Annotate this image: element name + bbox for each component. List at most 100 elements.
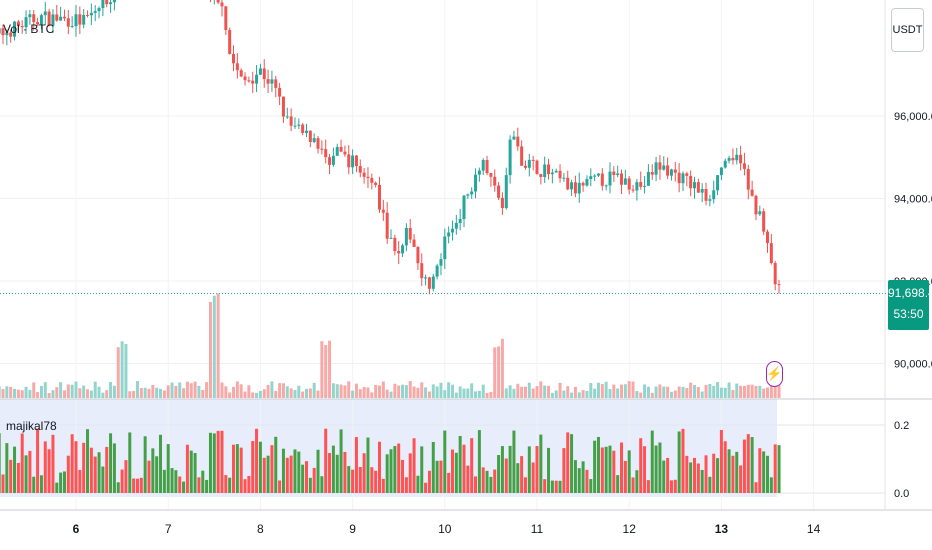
candle-body: [581, 182, 585, 186]
indicator-bar: [159, 434, 163, 493]
indicator-bar: [370, 467, 374, 493]
candle-body: [750, 189, 754, 196]
volume-bar: [731, 389, 735, 398]
volume-bar: [581, 390, 585, 398]
candle-body: [36, 22, 40, 25]
indicator-bar: [235, 444, 239, 493]
volume-bar: [416, 387, 420, 398]
indicator-bar: [447, 472, 451, 493]
volume-bar: [643, 384, 647, 398]
indicator-bar: [74, 441, 78, 493]
candle-body: [43, 11, 47, 16]
candle-body: [20, 26, 24, 28]
volume-bar: [109, 382, 113, 398]
volume-bar: [558, 382, 562, 398]
indicator-bar: [182, 481, 186, 493]
candle-body: [285, 116, 289, 118]
volume-bar: [20, 390, 24, 398]
volume-bar: [535, 386, 539, 398]
currency-button[interactable]: USDT: [891, 8, 924, 52]
volume-bar: [189, 383, 193, 398]
indicator-bar: [255, 428, 259, 493]
candle-body: [762, 211, 766, 232]
indicator-bar: [700, 469, 704, 493]
candle-body: [681, 173, 685, 184]
indicator-bar: [109, 433, 113, 493]
indicator-bar: [520, 456, 524, 493]
candle-body: [474, 174, 478, 192]
indicator-bar: [612, 450, 616, 493]
volume-bar: [443, 390, 447, 398]
indicator-bar: [474, 476, 478, 493]
indicator-bar: [693, 457, 697, 493]
indicator-bar: [86, 429, 90, 493]
indicator-bar: [404, 477, 408, 493]
date-tick-label: 11: [531, 522, 544, 536]
candle-body: [654, 162, 658, 175]
indicator-bar: [600, 447, 604, 493]
volume-bar: [24, 386, 28, 398]
volume-bar: [178, 382, 182, 398]
last-price-value: 91,698.4: [888, 286, 932, 300]
volume-bar: [16, 389, 20, 398]
date-tick-label: 10: [438, 522, 452, 536]
candle-body: [243, 76, 247, 81]
candle-body: [55, 14, 59, 21]
indicator-bar: [82, 442, 86, 493]
volume-bar: [750, 384, 754, 398]
candle-body: [247, 80, 251, 82]
volume-bar: [312, 382, 316, 398]
indicator-bar: [39, 475, 43, 493]
volume-bar: [435, 386, 439, 398]
volume-bar: [224, 386, 228, 398]
candle-body: [746, 168, 750, 190]
candle-body: [404, 228, 408, 246]
indicator-bar: [450, 449, 454, 493]
volume-bar: [758, 385, 762, 398]
volume-bar: [447, 382, 451, 398]
indicator-bar: [297, 451, 301, 493]
indicator-bar: [589, 479, 593, 493]
candle-body: [389, 237, 393, 239]
indicator-bar: [274, 436, 278, 493]
indicator-bar: [547, 447, 551, 493]
indicator-bar: [769, 477, 773, 493]
volume-bar: [539, 381, 543, 398]
volume-bar: [616, 388, 620, 398]
candle-body: [439, 259, 443, 266]
indicator-bar: [412, 438, 416, 493]
candle-body: [539, 174, 543, 178]
indicator-bar: [339, 429, 343, 493]
indicator-bar: [500, 446, 504, 493]
volume-bar: [366, 387, 370, 398]
lightning-icon[interactable]: ⚡: [766, 361, 783, 387]
date-tick-label: 13: [715, 522, 729, 536]
candle-body: [293, 125, 297, 127]
volume-bar: [216, 293, 220, 398]
volume-bar: [462, 388, 466, 398]
candle-body: [370, 178, 374, 183]
indicator-bar: [539, 434, 543, 493]
volume-bar: [393, 383, 397, 398]
indicator-bar: [458, 435, 462, 493]
candle-body: [631, 189, 635, 191]
candle-body: [696, 182, 700, 193]
candle-body: [93, 11, 97, 13]
candle-body: [324, 149, 328, 158]
indicator-bar: [393, 446, 397, 493]
volume-bar: [485, 392, 489, 398]
indicator-bar: [620, 442, 624, 493]
candle-body: [620, 173, 624, 185]
volume-bar: [159, 388, 163, 398]
candle-body: [500, 197, 504, 209]
candle-body: [59, 16, 63, 21]
candle-body: [397, 251, 401, 254]
volume-bar: [132, 390, 136, 398]
indicator-bar: [270, 445, 274, 493]
candle-body: [673, 169, 677, 173]
indicator-bar: [504, 458, 508, 493]
candle-body: [427, 277, 431, 289]
candle-body: [312, 138, 316, 143]
